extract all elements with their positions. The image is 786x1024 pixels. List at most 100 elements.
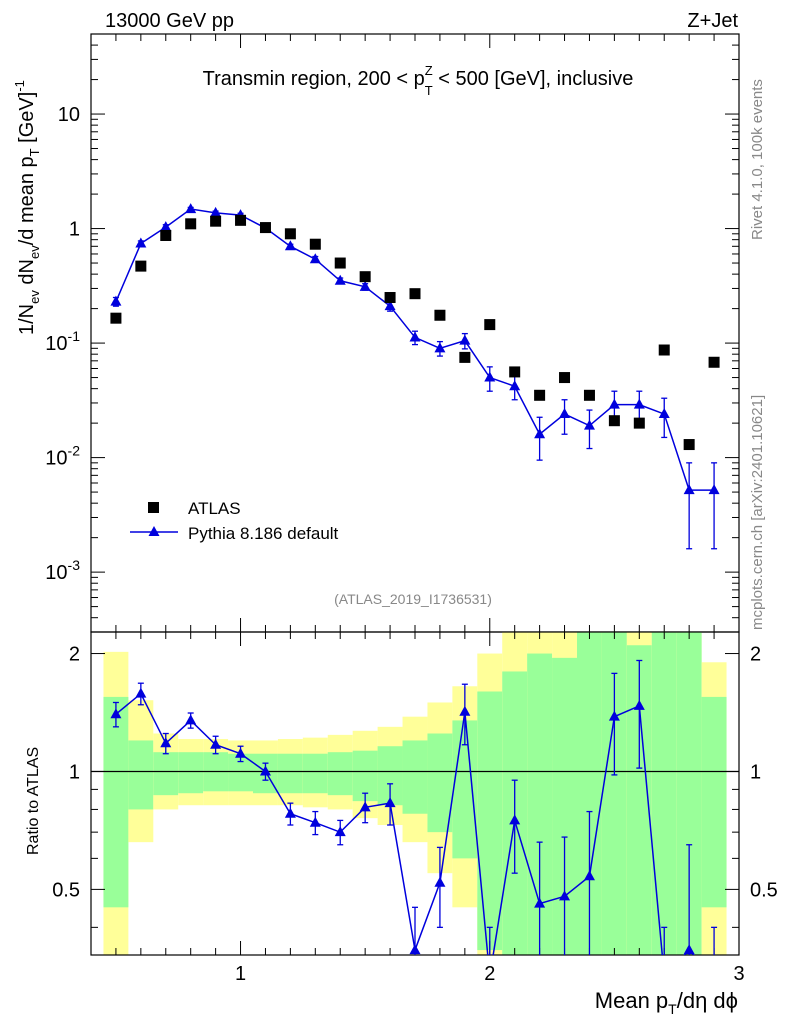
- ratio-mc-point: [633, 699, 645, 710]
- ratio-y-label: Ratio to ATLAS: [25, 747, 42, 855]
- atlas-point: [284, 228, 296, 240]
- atlas-point: [583, 389, 595, 401]
- atlas-point: [185, 218, 197, 230]
- mc-point: [135, 237, 147, 248]
- mc-point: [534, 428, 546, 439]
- ratio-band-green: [327, 752, 353, 796]
- ratio-mc-point: [583, 870, 595, 881]
- mc-point: [160, 221, 172, 232]
- ratio-mc-point: [384, 797, 396, 808]
- atlas-point: [334, 257, 346, 269]
- mc-point: [583, 419, 595, 430]
- atlas-point: [534, 389, 546, 401]
- ratio-band-green: [477, 691, 503, 951]
- atlas-point: [384, 292, 396, 304]
- ratio-tick-label-right: 0.5: [750, 879, 778, 901]
- legend-atlas-marker: [148, 502, 159, 513]
- mc-point: [559, 408, 571, 419]
- ratio-band-green: [153, 752, 179, 796]
- atlas-point: [259, 222, 271, 234]
- ratio-band-green: [277, 753, 303, 794]
- y-axis-label: 1/Nev dNev/d mean pT [GeV]-1: [12, 80, 42, 335]
- atlas-point: [160, 229, 172, 241]
- atlas-point: [409, 288, 421, 300]
- atlas-point: [210, 215, 222, 227]
- ratio-mc-point: [235, 747, 247, 758]
- atlas-point: [683, 439, 695, 451]
- y-tick-label: 1: [69, 219, 80, 241]
- atlas-point: [559, 372, 571, 384]
- ratio-mc-point: [259, 765, 271, 776]
- ratio-mc-point: [509, 814, 521, 825]
- atlas-point: [359, 271, 371, 283]
- mc-point: [409, 331, 421, 342]
- ratio-tick-label-left: 0.5: [52, 879, 80, 901]
- ratio-mc-point: [409, 944, 421, 955]
- mc-point: [484, 371, 496, 382]
- ratio-mc-point: [459, 705, 471, 716]
- ratio-mc-point: [185, 714, 197, 725]
- atlas-point: [608, 415, 620, 427]
- mc-point: [284, 240, 296, 251]
- ratio-band-green: [103, 696, 129, 908]
- ratio-mc-point: [210, 738, 222, 749]
- mc-point: [309, 253, 321, 264]
- ratio-band-green: [427, 733, 453, 833]
- ratio-plot-area: 1 2 3 0.5 0.5 1 1 2 2: [52, 631, 778, 985]
- mc-point: [708, 484, 720, 495]
- y-tick-label: 10-3: [45, 557, 80, 584]
- mc-point: [509, 380, 521, 391]
- atlas-point: [509, 366, 521, 378]
- atlas-point: [135, 260, 147, 272]
- atlas-point: [110, 312, 122, 324]
- x-axis-label: Mean pT/dη dϕ: [595, 988, 738, 1017]
- header-left: 13000 GeV pp: [105, 10, 234, 32]
- mc-point: [185, 203, 197, 214]
- ratio-mc-point: [309, 816, 321, 827]
- atlas-point: [633, 417, 645, 429]
- mc-point: [334, 274, 346, 285]
- y-tick-label: 10: [58, 104, 80, 126]
- mc-point: [110, 295, 122, 306]
- x-tick-label: 2: [484, 963, 495, 985]
- ratio-mc-point: [284, 807, 296, 818]
- ratio-band-green: [128, 740, 154, 810]
- ratio-mc-point: [534, 897, 546, 908]
- x-tick-label: 3: [733, 963, 744, 985]
- mc-point: [359, 280, 371, 291]
- atlas-point: [434, 309, 446, 321]
- ratio-band-green: [302, 753, 328, 794]
- ratio-mc-point: [559, 890, 571, 901]
- ratio-tick-label-right: 2: [750, 644, 761, 666]
- ratio-tick-label-left: 1: [69, 761, 80, 783]
- mc-point: [459, 334, 471, 345]
- y-tick-label: 10-2: [45, 443, 80, 470]
- ratio-mc-point: [110, 708, 122, 719]
- ratio-tick-label-right: 1: [750, 761, 761, 783]
- atlas-point: [459, 351, 471, 363]
- legend-atlas-label: ATLAS: [188, 499, 241, 518]
- atlas-point: [235, 214, 247, 226]
- legend-mc-marker: [148, 526, 160, 536]
- legend: ATLAS Pythia 8.186 default: [130, 499, 339, 543]
- ratio-tick-label-left: 2: [69, 644, 80, 666]
- mc-series-line: [115, 208, 715, 491]
- main-plot-area: 10-3 10-2 10-1 1 10: [45, 33, 740, 633]
- atlas-point: [484, 319, 496, 331]
- analysis-id: (ATLAS_2019_I1736531): [334, 591, 492, 607]
- ratio-band-green: [701, 696, 727, 908]
- mc-point: [633, 398, 645, 409]
- atlas-point: [708, 356, 720, 368]
- ratio-mc-point: [160, 737, 172, 748]
- legend-mc-label: Pythia 8.186 default: [188, 524, 339, 543]
- y-tick-label: 10-1: [45, 328, 80, 355]
- mc-point: [658, 408, 670, 419]
- ratio-band-green: [178, 752, 204, 794]
- ratio-mc-point: [359, 801, 371, 812]
- ratio-mc-point: [434, 876, 446, 887]
- ratio-mc-group: [110, 659, 718, 955]
- atlas-point: [309, 238, 321, 250]
- ratio-mc-point: [334, 826, 346, 837]
- mc-point: [384, 300, 396, 311]
